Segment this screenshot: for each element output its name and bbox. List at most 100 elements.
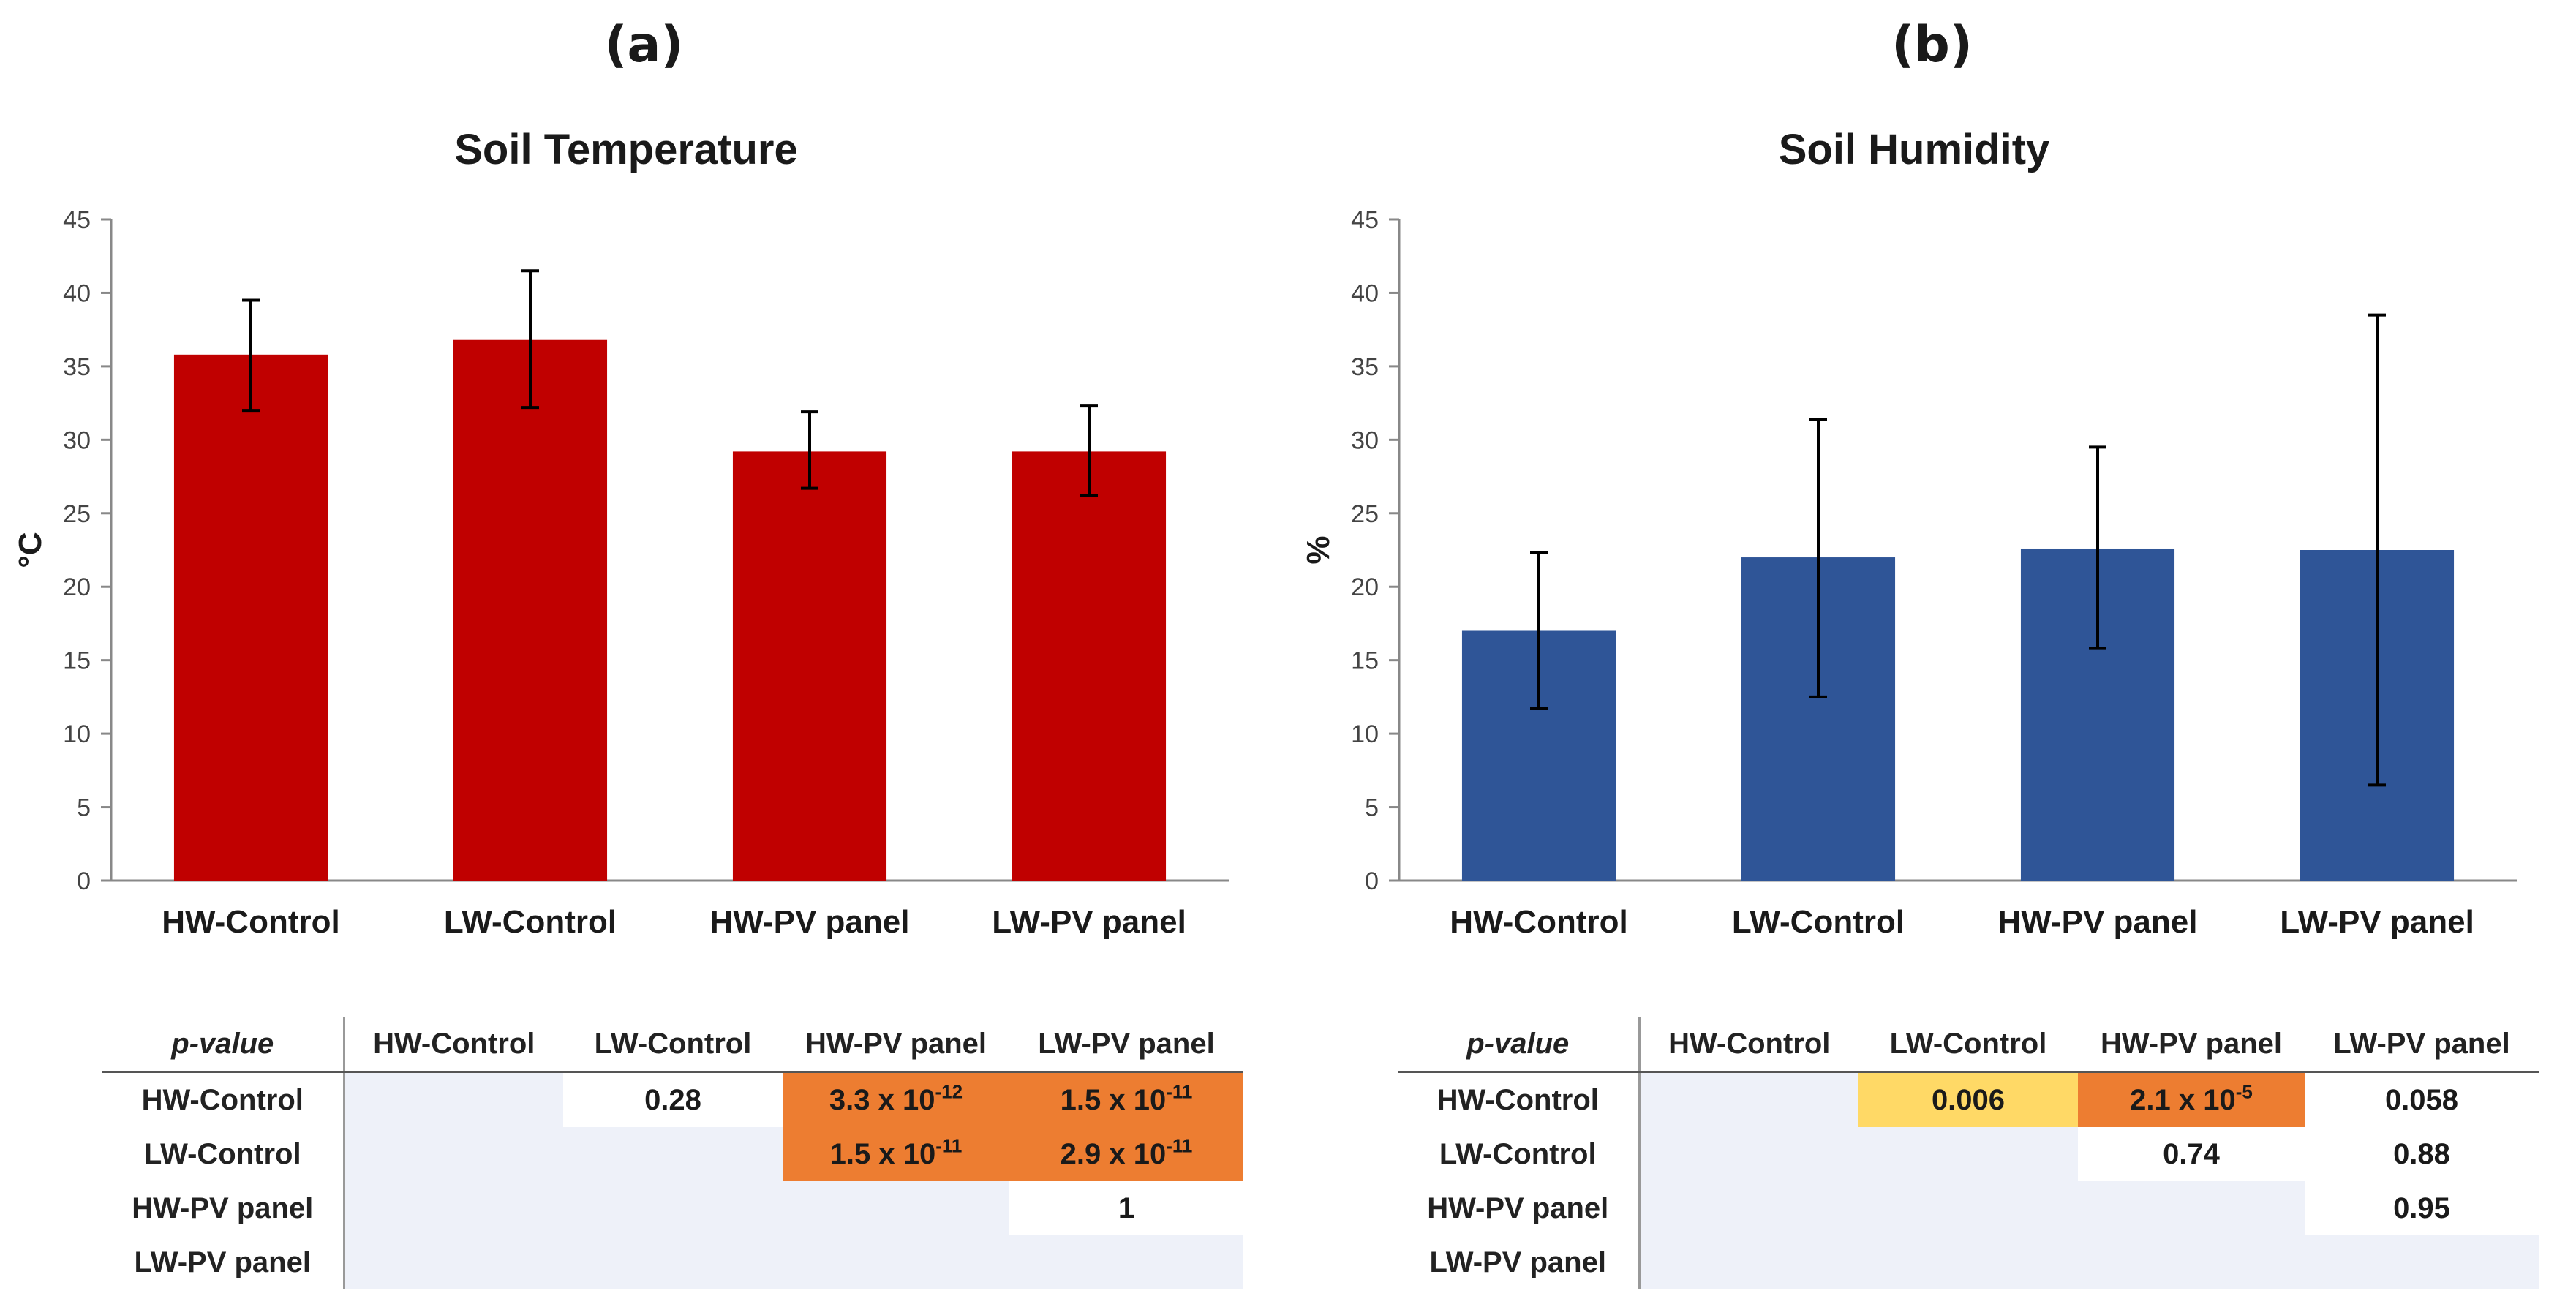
table-row: LW-PV panel: [102, 1235, 1243, 1289]
x-tick-label: HW-PV panel: [710, 904, 910, 940]
empty-cell: [1639, 1235, 1858, 1289]
pvalue-exponent: -5: [2235, 1080, 2253, 1102]
empty-cell: [344, 1071, 563, 1127]
pvalue-column-header: LW-Control: [1858, 1017, 2078, 1073]
pvalue-text: 1.5 x 10: [1060, 1083, 1167, 1116]
x-tick-label: HW-Control: [1450, 904, 1627, 940]
pvalue-text: 3.3 x 10: [829, 1083, 935, 1116]
empty-cell: [1639, 1181, 1858, 1235]
empty-cell: [783, 1235, 1009, 1289]
pvalue-row-header: HW-PV panel: [1398, 1181, 1641, 1235]
pvalue-column-header: LW-PV panel: [2305, 1017, 2539, 1073]
empty-cell: [2078, 1181, 2305, 1235]
pvalue-exponent: -11: [1166, 1134, 1193, 1156]
pvalue-row-header: HW-Control: [1398, 1071, 1641, 1127]
pvalue-cell: 1: [1009, 1181, 1243, 1235]
table-row: HW-PV panel 0.95: [1398, 1181, 2539, 1235]
empty-cell: [563, 1127, 783, 1181]
y-tick-label: 20: [1351, 573, 1379, 601]
pvalue-cell: 1.5 x 10-11: [783, 1127, 1009, 1181]
x-tick-label: LW-Control: [444, 904, 617, 940]
y-tick-label: 30: [63, 426, 91, 454]
y-tick-label: 45: [1351, 206, 1379, 234]
y-tick-label: 45: [63, 206, 91, 234]
soil-humidity-pvalue-table: p-value HW-Control LW-Control HW-PV panel LW…: [1398, 1017, 2539, 1289]
y-tick-label: 40: [1351, 279, 1379, 307]
y-tick-label: 15: [1351, 647, 1379, 675]
empty-cell: [2078, 1235, 2305, 1289]
y-tick-label: 35: [1351, 353, 1379, 381]
y-tick-label: 25: [63, 500, 91, 528]
pvalue-row-header: LW-Control: [1398, 1127, 1641, 1181]
y-tick-label: 30: [1351, 426, 1379, 454]
pvalue-cell: 3.3 x 10-12: [783, 1071, 1009, 1127]
empty-cell: [1009, 1235, 1243, 1289]
y-tick-label: 5: [1365, 794, 1379, 822]
pvalue-text: 0.006: [1931, 1083, 2006, 1116]
empty-cell: [344, 1235, 563, 1289]
pvalue-column-header: HW-PV panel: [783, 1017, 1009, 1073]
chart-title: Soil Temperature: [454, 126, 798, 173]
soil-temperature-chart: Soil Temperature 0 5 10 15 20 25 30 35 40 45 °C HW-C…: [12, 126, 1229, 940]
pvalue-exponent: -11: [935, 1134, 963, 1156]
y-tick-label: 15: [63, 647, 91, 675]
pvalue-text: 2.1 x 10: [2130, 1083, 2236, 1116]
y-tick-label: 10: [1351, 720, 1379, 748]
y-axis-label: °C: [12, 532, 48, 568]
pvalue-cell: 2.1 x 10-5: [2078, 1071, 2305, 1127]
pvalue-corner-label: p-value: [1398, 1017, 1641, 1073]
x-tick-label: LW-PV panel: [992, 904, 1186, 940]
pvalue-column-header: HW-PV panel: [2078, 1017, 2305, 1073]
x-tick-label: HW-Control: [162, 904, 339, 940]
pvalue-column-header: LW-Control: [563, 1017, 783, 1073]
pvalue-cell: 1.5 x 10-11: [1009, 1071, 1243, 1127]
bar: [453, 339, 608, 881]
empty-cell: [1858, 1127, 2078, 1181]
pvalue-text: 0.058: [2384, 1083, 2459, 1116]
pvalue-exponent: -11: [1166, 1080, 1193, 1102]
table-row: HW-Control 0.006 2.1 x 10-5 0.058: [1398, 1071, 2539, 1127]
pvalue-cell: 0.006: [1858, 1071, 2078, 1127]
pvalue-text: 0.74: [2163, 1137, 2220, 1170]
y-tick-label: 0: [77, 867, 91, 895]
bar: [732, 451, 887, 881]
empty-cell: [344, 1181, 563, 1235]
table-row: LW-Control 1.5 x 10-11 2.9 x 10-11: [102, 1127, 1243, 1181]
x-tick-label: HW-PV panel: [1998, 904, 2198, 940]
pvalue-corner-label: p-value: [102, 1017, 345, 1073]
y-tick-label: 5: [77, 794, 91, 822]
table-row: LW-Control 0.74 0.88: [1398, 1127, 2539, 1181]
pvalue-text: 1.5 x 10: [829, 1137, 936, 1170]
pvalue-text: 0.28: [644, 1083, 701, 1116]
pvalue-cell: 0.74: [2078, 1127, 2305, 1181]
panel-label: (a): [604, 16, 684, 74]
pvalue-text: 2.9 x 10: [1060, 1137, 1167, 1170]
panel-a: (a) Soil Temperature 0 5 10 15 20 25 30 35 40 45 °C…: [12, 16, 1243, 1289]
pvalue-exponent: -12: [935, 1080, 963, 1102]
table-row: HW-Control 0.28 3.3 x 10-12 1.5 x 10-11: [102, 1071, 1243, 1127]
pvalue-cell: 0.95: [2305, 1181, 2539, 1235]
table-row: HW-PV panel 1: [102, 1181, 1243, 1235]
pvalue-text: 0.88: [2393, 1137, 2450, 1170]
pvalue-text: 1: [1118, 1191, 1135, 1224]
pvalue-cell: 0.058: [2305, 1071, 2539, 1127]
pvalue-column-header: HW-Control: [344, 1017, 563, 1073]
pvalue-row-header: HW-Control: [102, 1071, 345, 1127]
y-tick-label: 40: [63, 279, 91, 307]
empty-cell: [1639, 1071, 1858, 1127]
empty-cell: [2305, 1235, 2539, 1289]
x-tick-label: LW-Control: [1732, 904, 1905, 940]
pvalue-cell: 0.28: [563, 1071, 783, 1127]
y-tick-label: 0: [1365, 867, 1379, 895]
empty-cell: [1858, 1181, 2078, 1235]
pvalue-row-header: HW-PV panel: [102, 1181, 345, 1235]
bar: [1012, 451, 1167, 881]
table-row: LW-PV panel: [1398, 1235, 2539, 1289]
soil-humidity-chart: Soil Humidity 0 5 10 15 20 25 30 35 40 45% HW-Contr…: [1300, 126, 2517, 940]
pvalue-text: 0.95: [2393, 1191, 2450, 1224]
pvalue-column-header: LW-PV panel: [1009, 1017, 1243, 1073]
x-tick-label: LW-PV panel: [2280, 904, 2474, 940]
y-tick-label: 35: [63, 353, 91, 381]
pvalue-cell: 0.88: [2305, 1127, 2539, 1181]
empty-cell: [563, 1181, 783, 1235]
